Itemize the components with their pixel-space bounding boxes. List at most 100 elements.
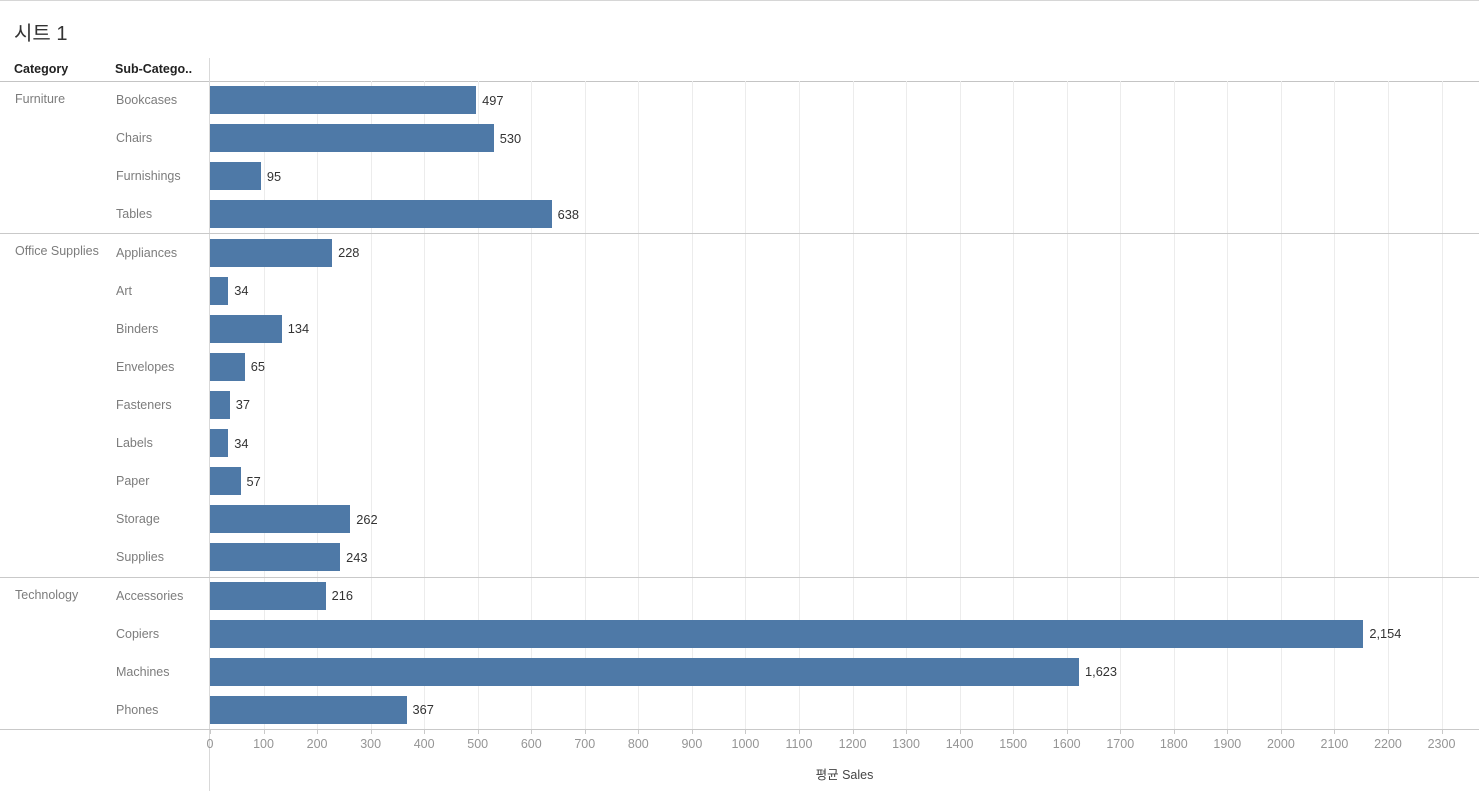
axis-tick-label: 800 bbox=[627, 737, 649, 751]
axis-tick bbox=[638, 729, 640, 734]
category-label[interactable]: Technology bbox=[15, 587, 79, 602]
bar-mark[interactable] bbox=[210, 162, 261, 191]
subcategory-label[interactable]: Fasteners bbox=[116, 397, 172, 412]
axis-tick-label: 1900 bbox=[1213, 737, 1242, 751]
bar-value-label: 134 bbox=[287, 321, 310, 337]
bar-mark[interactable] bbox=[210, 543, 341, 572]
subcategory-label[interactable]: Tables bbox=[116, 207, 153, 222]
subcategory-label[interactable]: Machines bbox=[116, 664, 170, 679]
gridline bbox=[1387, 81, 1389, 729]
axis-tick bbox=[370, 729, 372, 734]
bar-mark[interactable] bbox=[210, 124, 494, 153]
gridline bbox=[638, 81, 640, 729]
subcategory-label[interactable]: Binders bbox=[116, 321, 159, 336]
bar-value-label: 228 bbox=[338, 245, 360, 261]
gridline bbox=[1173, 81, 1175, 729]
gridline bbox=[1280, 81, 1282, 729]
subcategory-label[interactable]: Paper bbox=[116, 474, 150, 489]
bar-value-label: 2,154 bbox=[1369, 626, 1402, 642]
category-separator-line bbox=[0, 233, 1479, 235]
axis-tick-label: 200 bbox=[306, 737, 328, 751]
subcategory-label[interactable]: Furnishings bbox=[116, 169, 181, 184]
axis-tick-label: 1700 bbox=[1106, 737, 1135, 751]
bar-value-label: 34 bbox=[234, 435, 249, 451]
gridline bbox=[1013, 81, 1015, 729]
bar-mark[interactable] bbox=[210, 695, 407, 724]
axis-tick-label: 2300 bbox=[1427, 737, 1456, 751]
subcategory-label[interactable]: Copiers bbox=[116, 626, 160, 641]
column-header-category[interactable]: Category bbox=[14, 62, 69, 76]
axis-tick-label: 1100 bbox=[785, 737, 813, 751]
axis-tick-label: 1200 bbox=[838, 737, 867, 751]
gridline bbox=[959, 81, 961, 729]
axis-tick bbox=[798, 729, 800, 734]
axis-tick-label: 900 bbox=[681, 737, 703, 751]
bar-mark[interactable] bbox=[210, 657, 1080, 686]
subcategory-label[interactable]: Chairs bbox=[116, 131, 153, 146]
subcategory-label[interactable]: Accessories bbox=[116, 588, 184, 603]
bar-value-label: 638 bbox=[557, 206, 579, 222]
axis-tick bbox=[1387, 729, 1389, 734]
axis-tick bbox=[263, 729, 265, 734]
category-label[interactable]: Office Supplies bbox=[15, 244, 99, 259]
axis-tick-label: 400 bbox=[413, 737, 435, 751]
bar-mark[interactable] bbox=[210, 238, 333, 267]
bar-mark[interactable] bbox=[210, 352, 245, 381]
axis-tick bbox=[1227, 729, 1229, 734]
category-label[interactable]: Furniture bbox=[15, 92, 66, 106]
subcategory-label[interactable]: Supplies bbox=[116, 550, 164, 565]
axis-tick-label: 1300 bbox=[892, 737, 920, 751]
axis-tick bbox=[691, 729, 693, 734]
category-separator-line bbox=[0, 729, 1479, 730]
category-separator-line bbox=[0, 576, 1479, 578]
bar-mark[interactable] bbox=[210, 200, 552, 229]
axis-tick bbox=[584, 729, 586, 734]
bar-value-label: 37 bbox=[235, 397, 251, 413]
gridline bbox=[477, 81, 479, 729]
subcategory-label[interactable]: Phones bbox=[116, 702, 159, 717]
bar-value-label: 57 bbox=[246, 473, 261, 489]
bar-mark[interactable] bbox=[210, 619, 1364, 648]
bar-mark[interactable] bbox=[210, 314, 282, 343]
bar-value-label: 1,623 bbox=[1085, 664, 1118, 680]
bar-mark[interactable] bbox=[210, 276, 229, 305]
bar-mark[interactable] bbox=[210, 391, 230, 419]
subcategory-label[interactable]: Storage bbox=[116, 512, 160, 527]
header-divider-line bbox=[0, 81, 1479, 82]
axis-tick bbox=[1120, 729, 1122, 734]
axis-tick bbox=[210, 729, 211, 734]
axis-tick bbox=[1173, 729, 1175, 734]
axis-tick-label: 1600 bbox=[1052, 737, 1081, 751]
gridline bbox=[798, 81, 800, 729]
bar-mark[interactable] bbox=[210, 581, 326, 610]
gridline bbox=[1334, 81, 1336, 729]
bar-mark[interactable] bbox=[210, 467, 241, 496]
bar-value-label: 497 bbox=[482, 92, 504, 108]
axis-tick-label: 300 bbox=[360, 737, 382, 751]
bar-mark[interactable] bbox=[210, 86, 477, 115]
axis-tick-label: 1800 bbox=[1159, 737, 1188, 751]
bar-value-label: 34 bbox=[234, 283, 249, 299]
subcategory-label[interactable]: Labels bbox=[116, 436, 153, 451]
bar-mark[interactable] bbox=[210, 505, 351, 534]
row-axis-divider-line bbox=[209, 58, 210, 791]
axis-tick bbox=[906, 729, 908, 734]
gridline bbox=[584, 81, 586, 729]
axis-tick-label: 2000 bbox=[1266, 737, 1295, 751]
axis-tick-label: 1500 bbox=[999, 737, 1028, 751]
column-header-subcategory[interactable]: Sub-Catego.. bbox=[115, 62, 193, 76]
bar-mark[interactable] bbox=[210, 429, 229, 458]
axis-tick-label: 500 bbox=[467, 737, 489, 751]
subcategory-label[interactable]: Appliances bbox=[116, 245, 178, 260]
axis-tick-label: 1400 bbox=[945, 737, 974, 751]
subcategory-label[interactable]: Art bbox=[116, 283, 132, 298]
subcategory-label[interactable]: Bookcases bbox=[116, 93, 178, 108]
gridline bbox=[370, 81, 372, 729]
x-axis-title: 평균 Sales bbox=[815, 768, 874, 782]
gridline bbox=[263, 81, 265, 729]
bar-value-label: 65 bbox=[250, 359, 266, 375]
subcategory-label[interactable]: Envelopes bbox=[116, 359, 175, 374]
bar-value-label: 530 bbox=[499, 130, 522, 146]
gridline bbox=[1441, 81, 1443, 729]
axis-tick bbox=[1280, 729, 1282, 734]
